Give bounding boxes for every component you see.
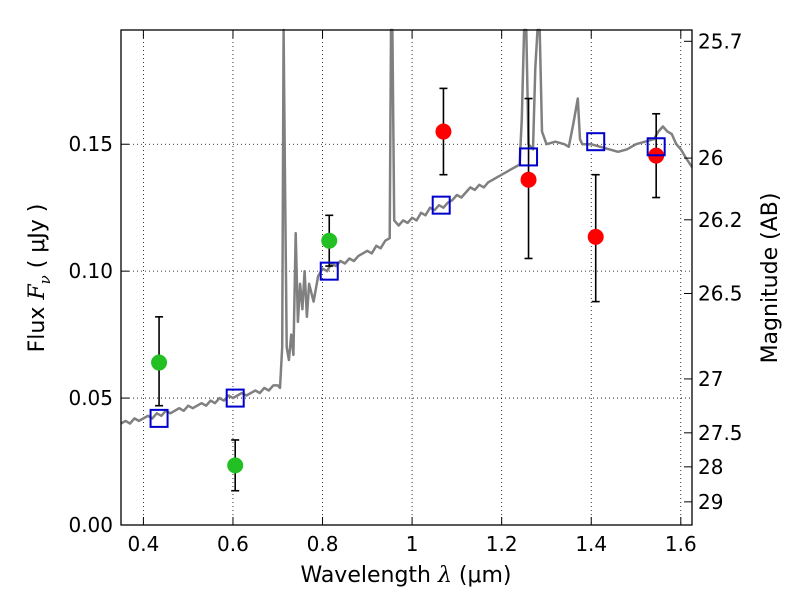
spectrum-line <box>120 28 694 425</box>
x-ticks: 0.4 0.6 0.8 1 1.2 1.4 1.6 <box>127 30 697 556</box>
y2-tick-label: 27.5 <box>698 421 743 445</box>
x-tick-label: 1.2 <box>486 532 518 556</box>
y2-tick-label: 26 <box>698 146 723 170</box>
red-point <box>587 228 604 245</box>
points-layer <box>151 123 665 474</box>
green-point <box>321 232 338 249</box>
y2-ticks: 25.7 26 26.2 26.5 27 27.5 28 29 <box>684 29 743 514</box>
x-tick-label: 1.6 <box>665 532 697 556</box>
x-tick-label: 1.4 <box>575 532 607 556</box>
y2-tick-label: 27 <box>698 367 723 391</box>
x-tick-label: 0.6 <box>217 532 249 556</box>
y2-tick-label: 26.5 <box>698 281 743 305</box>
model-squares-layer <box>149 132 666 428</box>
green-point <box>151 354 168 371</box>
gridlines <box>121 30 692 525</box>
x-tick-label: 0.4 <box>127 532 159 556</box>
spectrum-layer <box>120 28 694 425</box>
model-square <box>431 195 451 215</box>
model-square <box>225 388 245 408</box>
y-tick-label: 0.00 <box>68 513 113 537</box>
model-square <box>646 137 666 157</box>
green-point <box>227 457 244 474</box>
model-square <box>519 147 539 167</box>
y2-tick-label: 28 <box>698 455 723 479</box>
errorbars-layer <box>155 87 661 492</box>
y-ticks: 0.00 0.05 0.10 0.15 <box>68 132 129 537</box>
y-tick-label: 0.05 <box>68 386 113 410</box>
y-tick-label: 0.15 <box>68 132 113 156</box>
y2-tick-label: 25.7 <box>698 29 743 53</box>
y2-tick-label: 26.2 <box>698 208 743 232</box>
y2-axis-label: Magnitude (AB) <box>758 193 783 364</box>
red-point <box>520 171 537 188</box>
y-axis-label: Flux Fν ( μJy ) <box>25 204 54 353</box>
x-tick-label: 1 <box>406 532 419 556</box>
model-square <box>149 408 169 428</box>
plot-frame <box>120 29 693 526</box>
x-tick-label: 0.8 <box>307 532 339 556</box>
y2-tick-label: 29 <box>698 490 723 514</box>
red-point <box>435 123 452 140</box>
x-axis-label: Wavelength λ (μm) <box>300 563 511 588</box>
y-tick-label: 0.10 <box>68 259 113 283</box>
model-square <box>586 132 606 152</box>
model-square <box>319 261 339 281</box>
